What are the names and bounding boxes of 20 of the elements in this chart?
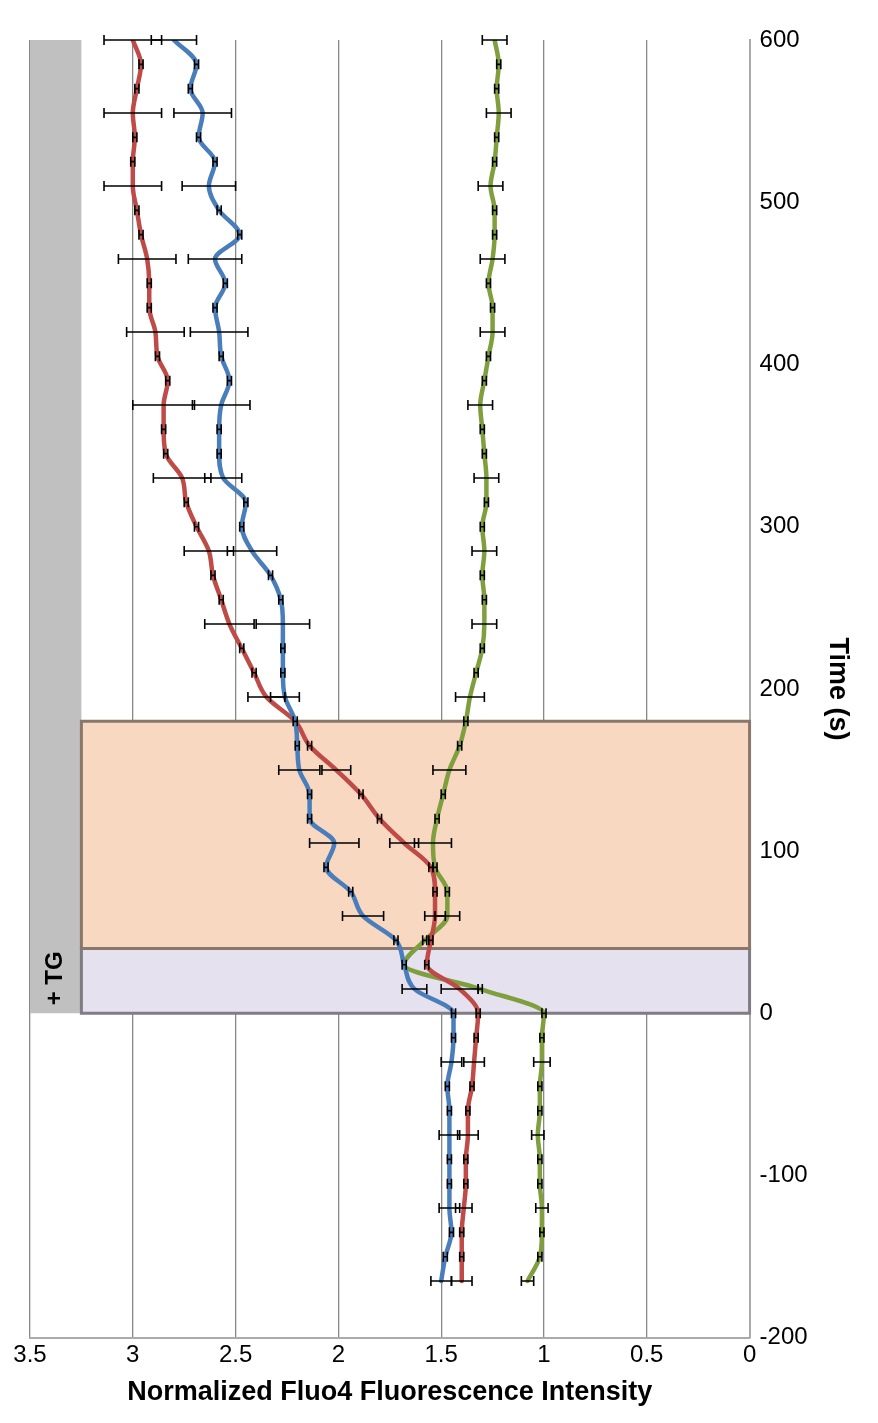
y-tick-label: -100 xyxy=(759,1160,808,1188)
y-tick-label: 600 xyxy=(759,24,800,52)
y-tick-label: 100 xyxy=(759,835,800,863)
y-tick-label: 0 xyxy=(759,997,773,1025)
band-label: + TG xyxy=(40,951,68,1006)
y-tick-label: 200 xyxy=(759,673,800,701)
y-tick-label: 400 xyxy=(759,349,800,377)
x-tick-label: 3 xyxy=(126,1339,140,1367)
x-tick-label: 0.5 xyxy=(630,1339,664,1367)
x-tick-label: 0 xyxy=(742,1339,757,1367)
y-axis-title: Time (s) xyxy=(824,637,855,741)
x-tick-label: 2.5 xyxy=(218,1339,253,1367)
x-tick-label: 2 xyxy=(331,1339,346,1367)
x-axis-title: Normalized Fluo4 Fluorescence Intensity xyxy=(127,1376,653,1407)
y-tick-label: -200 xyxy=(759,1322,808,1350)
x-tick-label: 3.5 xyxy=(13,1339,47,1367)
y-tick-label: 300 xyxy=(759,511,800,539)
y-tick-label: 500 xyxy=(759,186,800,214)
x-tick-label: 1.5 xyxy=(424,1339,458,1367)
x-tick-label: 1 xyxy=(537,1339,551,1367)
